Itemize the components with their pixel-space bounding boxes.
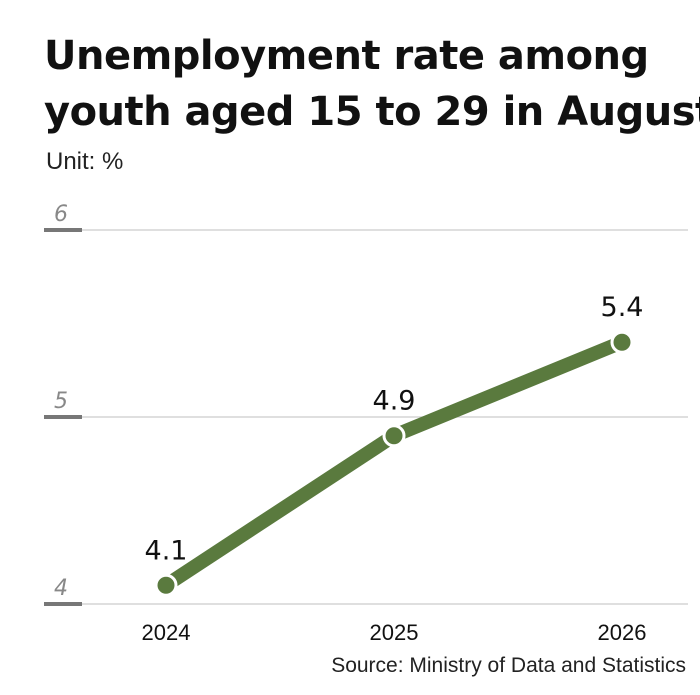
- source-note: Source: Ministry of Data and Statistics: [331, 654, 686, 677]
- data-point-2025: [382, 424, 406, 448]
- y-tick-label-4: 4: [54, 576, 68, 601]
- chart-title-line-2: youth aged 15 to 29 in August: [44, 89, 700, 135]
- x-tick-label-2025: 2025: [370, 620, 419, 645]
- data-label-2026: 5.4: [601, 292, 644, 323]
- data-point-2026: [610, 330, 634, 354]
- series: [154, 330, 634, 597]
- y-axis: 4 5 6: [44, 202, 82, 606]
- x-tick-label-2026: 2026: [598, 620, 647, 645]
- y-tick-label-6: 6: [54, 202, 68, 227]
- data-label-2025: 4.9: [373, 386, 416, 417]
- chart-title: Unemployment rate among youth aged 15 to…: [44, 28, 700, 140]
- chart-title-line-1: Unemployment rate among: [44, 33, 649, 79]
- data-labels: 4.1 4.9 5.4: [145, 292, 644, 566]
- unit-label: Unit: %: [46, 148, 124, 175]
- y-tick-label-5: 5: [54, 389, 68, 414]
- data-label-2024: 4.1: [145, 535, 188, 566]
- x-tick-label-2024: 2024: [142, 620, 191, 645]
- data-point-2024: [154, 573, 178, 597]
- x-axis: 2024 2025 2026: [142, 620, 647, 645]
- series-line: [159, 335, 629, 593]
- gridlines: [44, 229, 688, 605]
